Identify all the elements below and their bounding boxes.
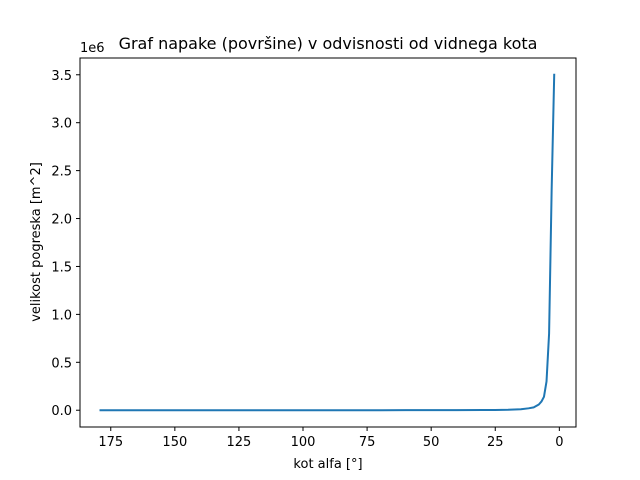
x-tick-label: 125	[227, 435, 252, 450]
x-tick-label: 25	[487, 435, 504, 450]
y-offset-label: 1e6	[80, 41, 105, 56]
x-axis: 175 150 125 100 75 50 25 0	[98, 427, 563, 450]
y-tick-label: 0.0	[51, 404, 72, 419]
y-tick-label: 2.5	[51, 165, 72, 180]
plot-area	[79, 57, 577, 428]
x-tick-label: 0	[555, 435, 563, 450]
x-tick-label: 175	[98, 435, 123, 450]
x-tick-label: 75	[359, 435, 376, 450]
series-layer	[99, 73, 556, 412]
y-axis: 0.0 0.5 1.0 1.5 2.0 2.5 3.0 3.5	[51, 69, 80, 419]
y-tick-label: 1.5	[51, 260, 72, 275]
x-tick-label: 100	[291, 435, 316, 450]
y-tick-label: 0.5	[51, 356, 72, 371]
x-tick-label: 150	[162, 435, 187, 450]
chart-title: Graf napake (površine) v odvisnosti od v…	[119, 34, 538, 53]
y-tick-label: 3.0	[51, 117, 72, 132]
x-axis-label: kot alfa [°]	[293, 457, 362, 472]
y-tick-label: 2.0	[51, 213, 72, 228]
y-tick-label: 1.0	[51, 308, 72, 323]
y-axis-label: velikost pogreska [m^2]	[29, 162, 44, 322]
x-tick-label: 50	[423, 435, 440, 450]
series-line-0	[99, 73, 556, 412]
y-tick-label: 3.5	[51, 69, 72, 84]
